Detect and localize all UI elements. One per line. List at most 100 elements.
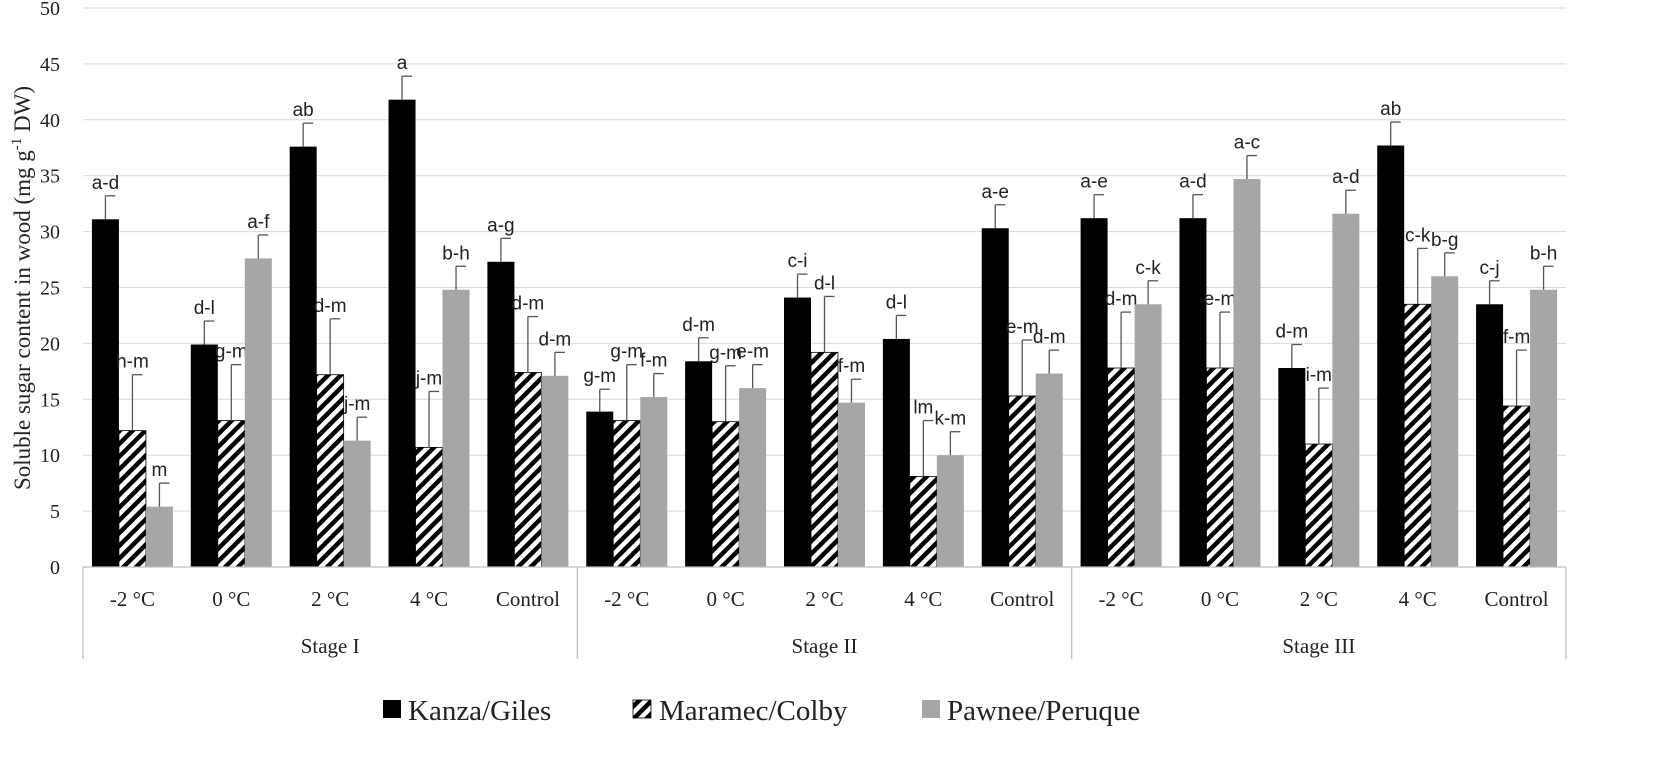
significance-label: a-d — [92, 173, 119, 194]
bar — [316, 374, 345, 568]
significance-label: b-h — [1530, 243, 1557, 264]
bar — [586, 411, 614, 567]
legend-label: Maramec/Colby — [659, 695, 848, 727]
bar — [1080, 218, 1108, 567]
significance-label: a-g — [487, 215, 514, 236]
x-tick-label: 0 °C — [1201, 587, 1239, 611]
significance-label: i-m — [1306, 365, 1332, 386]
bar — [1134, 304, 1162, 567]
bar — [882, 338, 910, 567]
significance-label: d-m — [512, 294, 545, 315]
bar — [936, 455, 964, 567]
bar — [541, 375, 569, 567]
y-axis-label-unit: DW) — [10, 86, 35, 138]
bar — [217, 420, 246, 568]
significance-label: f-m — [838, 356, 865, 377]
bar — [784, 297, 811, 567]
significance-label: d-l — [814, 273, 835, 294]
bar — [1206, 367, 1234, 568]
significance-label: d-l — [194, 298, 215, 319]
bar — [981, 228, 1009, 567]
significance-label: d-m — [314, 296, 347, 317]
y-tick-label: 30 — [40, 222, 60, 244]
bar — [1403, 303, 1432, 568]
significance-label: g-m — [215, 342, 248, 363]
x-tick-label: 4 °C — [1399, 587, 1437, 611]
bar — [711, 421, 740, 568]
x-tick-label: 2 °C — [311, 587, 349, 611]
x-tick-label: 0 °C — [212, 587, 250, 611]
significance-label: a — [397, 53, 408, 74]
bar — [487, 261, 515, 567]
significance-label: lm — [913, 398, 933, 419]
bar — [640, 397, 668, 567]
x-tick-label: 2 °C — [1300, 587, 1338, 611]
significance-label: d-m — [1105, 289, 1138, 310]
bar — [1431, 276, 1459, 567]
significance-label: h-m — [116, 352, 149, 373]
bar — [91, 219, 119, 567]
significance-label: g-m — [709, 343, 742, 364]
significance-label: e-m — [736, 342, 769, 363]
bars: a-d d-l ab a a-g g-m d-m c-i d-l a-e a-e a-d d-m ab c-… — [91, 53, 1557, 568]
significance-label: a-f — [247, 212, 270, 233]
significance-label: g-m — [610, 342, 643, 363]
x-tick-label: Control — [496, 587, 560, 611]
stage-label: Stage I — [301, 634, 360, 658]
significance-label: d-m — [682, 315, 715, 336]
significance-label: a-e — [981, 182, 1008, 203]
significance-label: c-i — [787, 251, 807, 272]
significance-label: m — [152, 460, 168, 481]
legend-swatch — [922, 700, 940, 718]
significance-label: b-g — [1431, 230, 1458, 251]
bar — [1377, 145, 1405, 567]
bar — [388, 99, 416, 568]
x-tick-label: Control — [1484, 587, 1548, 611]
significance-label: g-m — [583, 366, 616, 387]
y-tick-label: 20 — [40, 333, 60, 355]
significance-label: j-m — [415, 368, 442, 389]
bar — [1233, 179, 1261, 567]
bar — [190, 344, 218, 567]
significance-label: d-m — [1275, 322, 1308, 343]
y-axis: 0 5 10 15 20 25 30 35 40 45 50 — [40, 0, 60, 579]
x-tick-label: Control — [990, 587, 1054, 611]
legend-swatch — [383, 700, 401, 718]
y-tick-label: 35 — [40, 166, 60, 188]
x-tick-label: 2 °C — [805, 587, 843, 611]
bar — [612, 420, 641, 568]
bar — [289, 146, 317, 567]
x-tick-label: 0 °C — [707, 587, 745, 611]
y-tick-label: 5 — [50, 501, 60, 523]
significance-label: a-d — [1332, 167, 1359, 188]
bar — [343, 440, 371, 567]
legend-label: Pawnee/Peruque — [947, 695, 1140, 727]
bar — [514, 372, 542, 568]
bar — [810, 351, 839, 568]
significance-label: c-j — [1480, 258, 1500, 279]
significance-label: d-l — [886, 292, 907, 313]
x-tick-label: -2 °C — [110, 587, 155, 611]
bar — [244, 258, 272, 567]
y-tick-label: 25 — [40, 278, 60, 300]
x-tick-label: 4 °C — [410, 587, 448, 611]
bar — [1035, 373, 1063, 567]
significance-label: ab — [293, 100, 314, 121]
y-tick-label: 45 — [40, 54, 60, 76]
y-tick-label: 10 — [40, 445, 60, 467]
bar — [1304, 443, 1333, 568]
bar — [1476, 304, 1504, 567]
significance-label: d-m — [1033, 327, 1066, 348]
y-axis-label-main: Soluble sugar content in wood (mg g — [10, 150, 35, 490]
x-tick-label: -2 °C — [604, 587, 649, 611]
significance-label: f-m — [640, 351, 667, 372]
significance-label: a-c — [1234, 133, 1260, 154]
bar — [685, 361, 713, 567]
stage-label: Stage II — [792, 634, 858, 658]
y-tick-label: 50 — [40, 0, 60, 20]
x-axis: -2 °C 0 °C 2 °C 4 °C Control -2 °C 0 °C 2 °C 4 °… — [82, 566, 1567, 659]
significance-label: e-m — [1204, 289, 1237, 310]
significance-label: d-m — [539, 329, 572, 350]
significance-label: a-d — [1179, 172, 1206, 193]
